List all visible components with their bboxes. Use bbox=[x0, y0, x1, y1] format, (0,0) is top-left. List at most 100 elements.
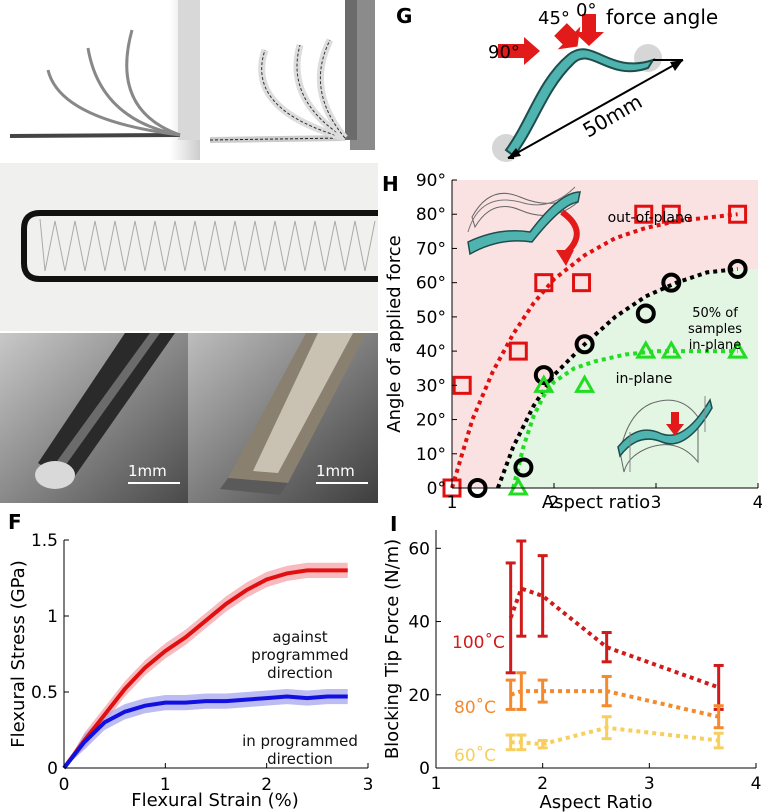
h-annotation-threshold-2: samples bbox=[688, 322, 742, 337]
f-y-tick-label: 0.5 bbox=[31, 683, 58, 703]
h-point-triangle bbox=[533, 374, 555, 393]
panel-b-photo bbox=[205, 0, 375, 160]
scale-bar-label-d: 1mm bbox=[128, 462, 167, 480]
stitch-zigzag bbox=[39, 218, 376, 272]
i-y-tick-label: 20 bbox=[408, 686, 430, 706]
h-y-tick-label: 90° bbox=[416, 172, 446, 191]
h-annotation-out-of-plane: out-of-plane bbox=[608, 210, 693, 226]
f-annotation-in-1: in programmed bbox=[242, 732, 358, 750]
h-x-tick-label: 1 bbox=[447, 493, 458, 512]
h-point-circle bbox=[513, 457, 534, 478]
panel-a-photo bbox=[0, 0, 200, 160]
h-point-triangle bbox=[660, 340, 682, 359]
panel-i-chart: Blocking Tip Force (N/m) Aspect Ratio 1 2… bbox=[382, 530, 762, 812]
f-annotation-against-1: against bbox=[272, 628, 327, 646]
i-y-tick-label: 40 bbox=[408, 613, 430, 633]
panel-label-g: G bbox=[396, 4, 413, 28]
h-x-tick-label: 2 bbox=[549, 493, 560, 512]
panel-c-photo bbox=[0, 163, 378, 331]
h-x-axis-label: Aspect ratio bbox=[542, 492, 650, 512]
arrow-90 bbox=[498, 37, 540, 65]
panel-f-chart: Flexural Stress (GPa) Flexural Strain (%… bbox=[8, 531, 374, 811]
i-x-tick-label: 4 bbox=[751, 774, 762, 794]
ribbon-shape bbox=[504, 48, 656, 158]
panel-label-f: F bbox=[8, 510, 22, 534]
f-annotation-against-3: direction bbox=[267, 664, 333, 682]
i-x-tick-label: 3 bbox=[644, 774, 655, 794]
angle-label-0: 0° bbox=[576, 0, 596, 21]
h-y-tick-label: 80° bbox=[416, 205, 446, 225]
panel-label-i: I bbox=[390, 512, 398, 536]
length-label: 50mm bbox=[579, 89, 647, 142]
scale-bar-label-e: 1mm bbox=[316, 462, 355, 480]
h-y-tick-label: 0° bbox=[427, 479, 446, 499]
angle-label-45: 45° bbox=[538, 8, 570, 29]
h-point-circle bbox=[574, 334, 595, 355]
f-x-axis-label: Flexural Strain (%) bbox=[131, 790, 299, 811]
i-x-axis-label: Aspect Ratio bbox=[539, 792, 652, 812]
h-y-tick-label: 50° bbox=[416, 308, 446, 328]
series-label-80c: 80˚C bbox=[454, 697, 496, 718]
panel-label-h: H bbox=[382, 172, 399, 196]
f-y-tick-label: 1 bbox=[47, 607, 58, 627]
f-x-tick-label: 2 bbox=[261, 775, 272, 795]
h-x-tick-label: 4 bbox=[753, 493, 762, 512]
h-point-circle bbox=[533, 365, 554, 386]
h-y-tick-label: 70° bbox=[416, 239, 446, 259]
f-x-tick-label: 1 bbox=[160, 775, 171, 795]
i-x-tick-label: 2 bbox=[537, 774, 548, 794]
i-y-tick-label: 0 bbox=[419, 759, 430, 779]
h-point-triangle bbox=[507, 476, 529, 496]
h-point-square bbox=[634, 204, 654, 224]
arrow-45 bbox=[554, 23, 581, 50]
panel-g-diagram: 50mm 45° 0° 90° force angle bbox=[488, 0, 718, 162]
h-annotation-threshold-3: in-plane bbox=[689, 338, 742, 353]
length-arrow bbox=[507, 59, 684, 159]
h-y-tick-label: 30° bbox=[416, 376, 446, 396]
f-y-tick-label: 0 bbox=[47, 759, 58, 779]
series-label-100c: 100˚C bbox=[452, 632, 505, 653]
h-point-triangle bbox=[727, 340, 749, 359]
i-y-axis-label: Blocking Tip Force (N/m) bbox=[382, 539, 403, 759]
h-y-tick-label: 40° bbox=[416, 342, 446, 362]
f-annotation-in-2: direction bbox=[267, 750, 333, 768]
arrow-0 bbox=[574, 14, 604, 46]
f-series-line-1 bbox=[62, 694, 348, 770]
f-annotation-against-2: programmed bbox=[251, 646, 348, 664]
panel-h-chart: Angle of applied force Aspect ratio 1 2 3 4… bbox=[384, 172, 762, 512]
h-point-triangle bbox=[574, 374, 596, 393]
h-fit-line-0 bbox=[450, 212, 738, 489]
inset-out-of-plane bbox=[467, 186, 581, 266]
i-y-tick-label: 60 bbox=[408, 539, 430, 559]
i-x-tick-label: 1 bbox=[431, 774, 442, 794]
h-annotation-in-plane: in-plane bbox=[616, 371, 673, 387]
angle-label-90: 90° bbox=[488, 42, 520, 63]
h-fit-line-1 bbox=[496, 266, 738, 489]
force-angle-label: force angle bbox=[606, 5, 718, 29]
h-point-circle bbox=[727, 258, 748, 279]
h-point-square bbox=[508, 341, 528, 361]
f-y-tick-label: 1.5 bbox=[31, 531, 58, 551]
f-x-tick-label: 0 bbox=[59, 775, 70, 795]
h-y-tick-label: 60° bbox=[416, 274, 446, 294]
f-y-axis-label: Flexural Stress (GPa) bbox=[8, 560, 29, 747]
h-point-square bbox=[728, 204, 748, 224]
inset-in-plane bbox=[617, 396, 713, 473]
panel-e-photo: 1mm bbox=[188, 333, 378, 503]
h-fit-line-2 bbox=[511, 349, 738, 489]
h-point-square bbox=[534, 273, 554, 293]
h-point-circle bbox=[661, 272, 682, 293]
h-point-square bbox=[661, 204, 681, 224]
panel-d-photo: 1mm bbox=[0, 333, 188, 503]
f-x-tick-label: 3 bbox=[363, 775, 374, 795]
h-annotation-threshold-1: 50% of bbox=[692, 306, 738, 321]
h-point-square bbox=[572, 273, 592, 293]
h-y-tick-label: 10° bbox=[416, 445, 446, 465]
h-y-axis-label: Angle of applied force bbox=[384, 235, 405, 432]
h-point-circle bbox=[635, 303, 656, 324]
series-label-60c: 60˚C bbox=[454, 745, 496, 766]
h-point-triangle bbox=[635, 340, 657, 359]
h-x-tick-label: 3 bbox=[651, 493, 662, 512]
h-y-tick-label: 20° bbox=[416, 411, 446, 431]
f-series-line-0 bbox=[62, 568, 348, 770]
